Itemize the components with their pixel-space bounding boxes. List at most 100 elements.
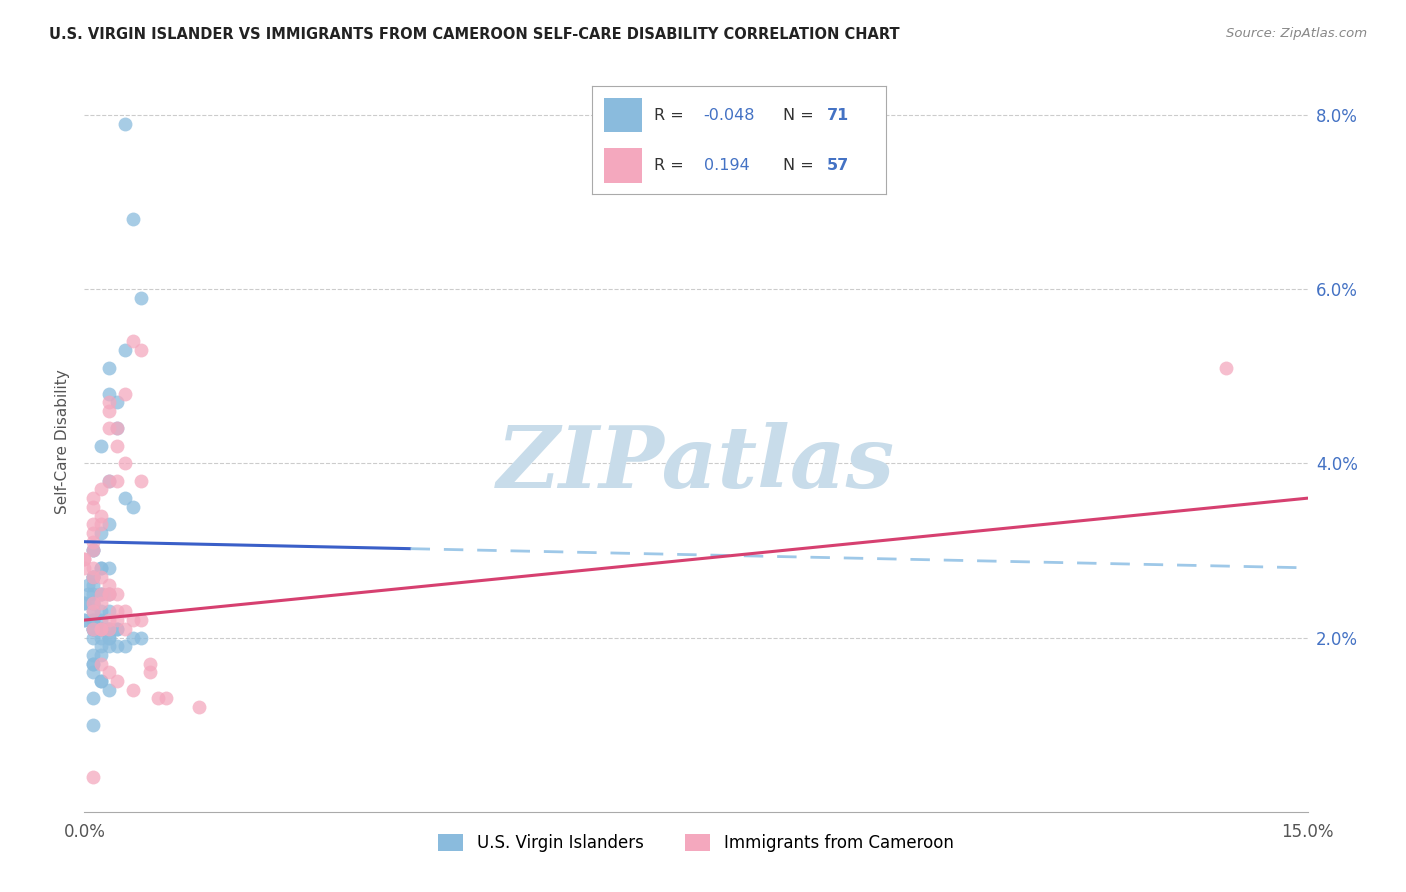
Point [97, 639, 120, 653]
Point [82, 596, 104, 610]
Point [77, 578, 100, 592]
Point [90, 439, 112, 453]
Point [90, 517, 112, 532]
Point [90, 526, 112, 541]
Point [131, 291, 153, 305]
Point [114, 456, 136, 470]
Point [82, 691, 104, 706]
Point [122, 631, 145, 645]
Point [82, 622, 104, 636]
Point [90, 639, 112, 653]
Point [114, 491, 136, 505]
Point [97, 622, 120, 636]
Point [90, 622, 112, 636]
Point [82, 604, 104, 618]
Point [90, 613, 112, 627]
Point [97, 404, 120, 418]
Point [122, 500, 145, 514]
Point [73, 613, 96, 627]
Point [82, 526, 104, 541]
Point [97, 622, 120, 636]
Point [105, 639, 128, 653]
Point [114, 639, 136, 653]
Point [97, 631, 120, 645]
Point [122, 334, 145, 349]
Point [97, 622, 120, 636]
Point [82, 622, 104, 636]
Point [146, 691, 169, 706]
Point [97, 613, 120, 627]
Point [97, 587, 120, 601]
Point [97, 631, 120, 645]
Point [97, 561, 120, 575]
Point [82, 543, 104, 558]
Text: U.S. VIRGIN ISLANDER VS IMMIGRANTS FROM CAMEROON SELF-CARE DISABILITY CORRELATIO: U.S. VIRGIN ISLANDER VS IMMIGRANTS FROM … [49, 27, 900, 42]
Point [73, 613, 96, 627]
Point [82, 543, 104, 558]
Point [105, 674, 128, 689]
Point [90, 604, 112, 618]
Point [97, 587, 120, 601]
Point [105, 421, 128, 435]
Point [97, 665, 120, 680]
Point [97, 474, 120, 488]
Point [77, 587, 100, 601]
Point [122, 682, 145, 697]
Point [90, 561, 112, 575]
Text: ZIPatlas: ZIPatlas [496, 422, 896, 506]
Point [82, 770, 104, 784]
Point [114, 622, 136, 636]
Point [97, 386, 120, 401]
Point [97, 604, 120, 618]
Point [131, 631, 153, 645]
Point [97, 682, 120, 697]
Point [90, 508, 112, 523]
Point [105, 613, 128, 627]
Point [97, 421, 120, 435]
Point [82, 657, 104, 671]
Point [82, 657, 104, 671]
Point [82, 561, 104, 575]
Point [105, 421, 128, 435]
Point [105, 474, 128, 488]
Point [187, 700, 209, 714]
Point [97, 578, 120, 592]
Point [90, 657, 112, 671]
Point [1215, 360, 1237, 375]
Point [155, 691, 177, 706]
Point [82, 648, 104, 662]
Point [73, 552, 96, 566]
Point [90, 587, 112, 601]
Point [82, 717, 104, 731]
Point [90, 674, 112, 689]
Point [90, 674, 112, 689]
Point [82, 569, 104, 583]
Point [82, 604, 104, 618]
Point [82, 665, 104, 680]
Point [97, 395, 120, 409]
Point [82, 622, 104, 636]
Point [90, 622, 112, 636]
Text: Source: ZipAtlas.com: Source: ZipAtlas.com [1226, 27, 1367, 40]
Point [114, 117, 136, 131]
Point [131, 474, 153, 488]
Point [82, 596, 104, 610]
Point [73, 561, 96, 575]
Point [122, 212, 145, 227]
Legend: U.S. Virgin Islanders, Immigrants from Cameroon: U.S. Virgin Islanders, Immigrants from C… [432, 828, 960, 859]
Point [82, 517, 104, 532]
Point [138, 657, 160, 671]
Point [82, 613, 104, 627]
Point [138, 665, 160, 680]
Point [105, 622, 128, 636]
Point [122, 613, 145, 627]
Point [105, 622, 128, 636]
Point [114, 604, 136, 618]
Point [105, 587, 128, 601]
Point [90, 587, 112, 601]
Point [105, 604, 128, 618]
Point [90, 631, 112, 645]
Point [82, 596, 104, 610]
Point [97, 474, 120, 488]
Point [90, 648, 112, 662]
